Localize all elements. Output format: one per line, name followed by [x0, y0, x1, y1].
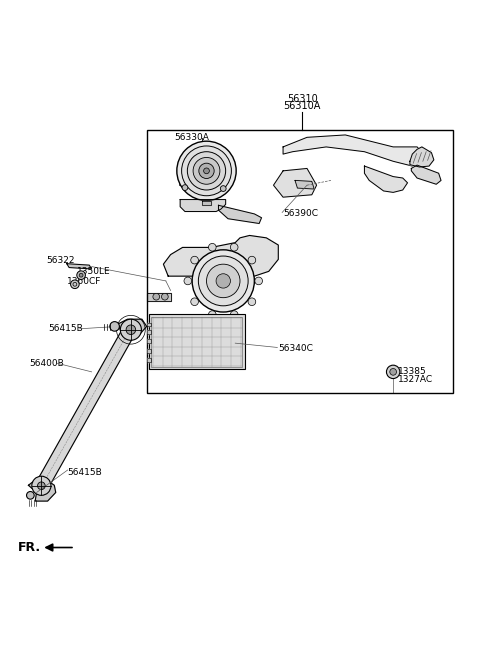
Circle shape: [191, 298, 198, 306]
Circle shape: [177, 141, 236, 200]
Polygon shape: [295, 180, 314, 189]
Circle shape: [77, 271, 85, 279]
Polygon shape: [364, 166, 408, 192]
Circle shape: [248, 298, 256, 306]
Text: 56415B: 56415B: [68, 468, 102, 477]
Text: 56390C: 56390C: [283, 209, 318, 218]
Circle shape: [220, 186, 226, 191]
Text: 1327AC: 1327AC: [398, 375, 433, 384]
Circle shape: [199, 163, 214, 178]
Text: 56415B: 56415B: [48, 324, 84, 333]
Text: 56310A: 56310A: [284, 101, 321, 111]
Circle shape: [182, 185, 188, 191]
Circle shape: [126, 325, 136, 334]
Text: 56400B: 56400B: [29, 359, 64, 368]
Circle shape: [255, 277, 263, 284]
Text: 56310: 56310: [287, 94, 318, 104]
Circle shape: [32, 476, 51, 495]
Polygon shape: [218, 205, 262, 224]
Polygon shape: [147, 323, 151, 327]
Polygon shape: [118, 319, 147, 336]
Polygon shape: [147, 293, 170, 301]
Text: 56322: 56322: [46, 257, 75, 265]
Polygon shape: [67, 264, 92, 269]
Circle shape: [153, 294, 159, 300]
Circle shape: [37, 482, 45, 490]
Circle shape: [193, 157, 220, 184]
Polygon shape: [163, 235, 278, 276]
Bar: [147, 130, 453, 393]
Text: 56330A: 56330A: [175, 133, 210, 142]
Polygon shape: [147, 330, 151, 334]
Circle shape: [230, 311, 238, 318]
Polygon shape: [411, 165, 441, 184]
Bar: [152, 317, 242, 367]
Circle shape: [120, 319, 142, 340]
Circle shape: [390, 369, 396, 375]
Polygon shape: [410, 147, 434, 167]
Polygon shape: [147, 340, 151, 343]
Circle shape: [230, 244, 238, 251]
Circle shape: [248, 256, 256, 264]
Circle shape: [26, 492, 34, 499]
Text: 1360CF: 1360CF: [67, 277, 101, 286]
Circle shape: [208, 311, 216, 318]
Circle shape: [386, 365, 400, 378]
Polygon shape: [147, 358, 151, 362]
Text: 13385: 13385: [398, 367, 427, 376]
Circle shape: [71, 280, 79, 288]
Text: 1350LE: 1350LE: [77, 267, 111, 276]
Polygon shape: [180, 200, 226, 211]
Polygon shape: [28, 478, 56, 501]
Polygon shape: [180, 156, 226, 195]
Polygon shape: [274, 168, 317, 197]
Circle shape: [198, 256, 248, 306]
Polygon shape: [283, 135, 422, 166]
Circle shape: [187, 152, 226, 190]
Text: FR.: FR.: [17, 541, 41, 554]
Circle shape: [184, 277, 192, 284]
Polygon shape: [147, 349, 151, 353]
Circle shape: [79, 273, 83, 277]
Circle shape: [216, 273, 230, 288]
Circle shape: [192, 250, 254, 312]
Circle shape: [181, 146, 231, 196]
Circle shape: [208, 244, 216, 251]
Circle shape: [206, 264, 240, 297]
Circle shape: [204, 168, 209, 174]
Polygon shape: [202, 201, 211, 205]
Text: 56340C: 56340C: [278, 344, 313, 353]
Circle shape: [110, 321, 120, 331]
Polygon shape: [36, 330, 133, 490]
Bar: [149, 314, 245, 369]
Circle shape: [161, 294, 168, 300]
Circle shape: [191, 256, 198, 264]
